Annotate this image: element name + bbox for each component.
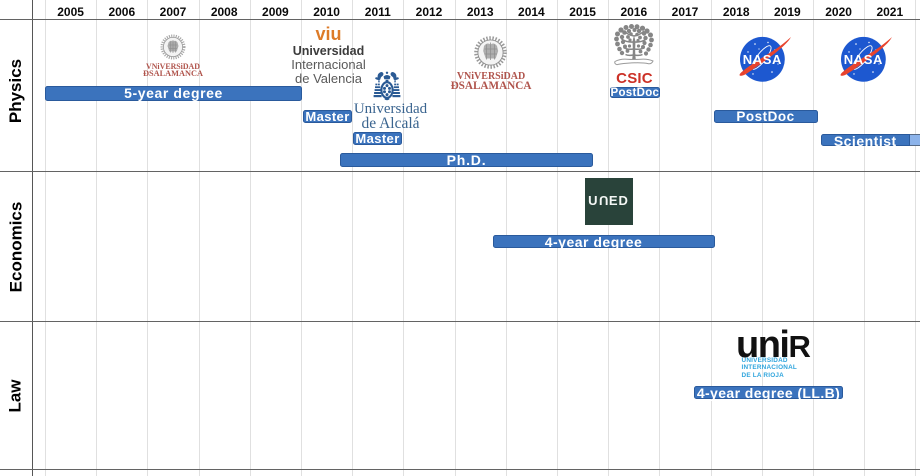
svg-text:NASA: NASA [743,52,782,67]
svg-text:NASA: NASA [844,52,883,67]
